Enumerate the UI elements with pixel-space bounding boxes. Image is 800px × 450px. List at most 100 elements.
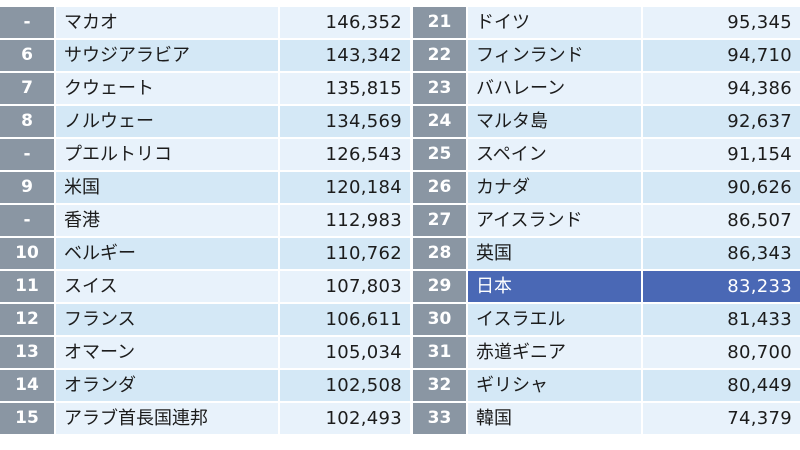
value-cell: 106,611 <box>280 304 410 335</box>
value-cell: 94,386 <box>643 73 800 104</box>
right-entry: 25 スペイン 91,154 <box>413 139 800 170</box>
left-entry: - マカオ 146,352 <box>0 7 410 38</box>
country-name-cell: 米国 <box>56 172 280 203</box>
right-entry: 24 マルタ島 92,637 <box>413 106 800 137</box>
country-name-cell: スペイン <box>468 139 643 170</box>
ranking-table: - マカオ 146,352 21 ドイツ 95,345 6 サウジアラビア 143,342 22 フ… <box>0 7 800 436</box>
rank-cell: 21 <box>413 7 468 38</box>
country-name-cell: マカオ <box>56 7 280 38</box>
left-entry: - 香港 112,983 <box>0 205 410 236</box>
country-name-cell: ギリシャ <box>468 370 643 401</box>
country-name-cell: サウジアラビア <box>56 40 280 71</box>
rank-cell: 23 <box>413 73 468 104</box>
value-cell: 81,433 <box>643 304 800 335</box>
country-name-cell: フィンランド <box>468 40 643 71</box>
value-cell: 102,508 <box>280 370 410 401</box>
left-entry: 15 アラブ首長国連邦 102,493 <box>0 403 410 434</box>
left-entry: 6 サウジアラビア 143,342 <box>0 40 410 71</box>
value-cell: 92,637 <box>643 106 800 137</box>
rank-cell: 33 <box>413 403 468 434</box>
rank-cell: 29 <box>413 271 468 302</box>
table-row: 15 アラブ首長国連邦 102,493 33 韓国 74,379 <box>0 403 800 436</box>
country-name-cell: フランス <box>56 304 280 335</box>
table-top-edge <box>0 0 800 7</box>
value-cell: 135,815 <box>280 73 410 104</box>
value-cell: 102,493 <box>280 403 410 434</box>
left-entry: 7 クウェート 135,815 <box>0 73 410 104</box>
rank-cell: 11 <box>0 271 56 302</box>
country-name-cell: ドイツ <box>468 7 643 38</box>
value-cell: 110,762 <box>280 238 410 269</box>
table-row: 14 オランダ 102,508 32 ギリシャ 80,449 <box>0 370 800 403</box>
value-cell: 146,352 <box>280 7 410 38</box>
value-cell: 134,569 <box>280 106 410 137</box>
value-cell: 143,342 <box>280 40 410 71</box>
value-cell: 94,710 <box>643 40 800 71</box>
rank-cell: 30 <box>413 304 468 335</box>
right-entry: 23 バハレーン 94,386 <box>413 73 800 104</box>
table-row: 13 オマーン 105,034 31 赤道ギニア 80,700 <box>0 337 800 370</box>
right-entry: 28 英国 86,343 <box>413 238 800 269</box>
right-entry: 32 ギリシャ 80,449 <box>413 370 800 401</box>
rank-cell: 12 <box>0 304 56 335</box>
left-entry: - プエルトリコ 126,543 <box>0 139 410 170</box>
value-cell: 74,379 <box>643 403 800 434</box>
right-entry: 22 フィンランド 94,710 <box>413 40 800 71</box>
table-row: 6 サウジアラビア 143,342 22 フィンランド 94,710 <box>0 40 800 73</box>
rank-cell: 26 <box>413 172 468 203</box>
country-name-cell: オマーン <box>56 337 280 368</box>
left-entry: 13 オマーン 105,034 <box>0 337 410 368</box>
country-name-cell: オランダ <box>56 370 280 401</box>
country-name-cell: カナダ <box>468 172 643 203</box>
table-row: 8 ノルウェー 134,569 24 マルタ島 92,637 <box>0 106 800 139</box>
rank-cell: - <box>0 139 56 170</box>
left-entry: 12 フランス 106,611 <box>0 304 410 335</box>
rank-cell: 7 <box>0 73 56 104</box>
left-entry: 14 オランダ 102,508 <box>0 370 410 401</box>
rank-cell: 6 <box>0 40 56 71</box>
country-name-cell: クウェート <box>56 73 280 104</box>
country-name-cell: アラブ首長国連邦 <box>56 403 280 434</box>
value-cell: 120,184 <box>280 172 410 203</box>
table-row: - マカオ 146,352 21 ドイツ 95,345 <box>0 7 800 40</box>
left-entry: 8 ノルウェー 134,569 <box>0 106 410 137</box>
right-entry: 27 アイスランド 86,507 <box>413 205 800 236</box>
rank-cell: 28 <box>413 238 468 269</box>
country-name-cell: アイスランド <box>468 205 643 236</box>
country-name-cell: バハレーン <box>468 73 643 104</box>
country-name-cell: 日本 <box>468 271 643 302</box>
rank-cell: 9 <box>0 172 56 203</box>
country-name-cell: ベルギー <box>56 238 280 269</box>
rank-cell: - <box>0 7 56 38</box>
rank-cell: 24 <box>413 106 468 137</box>
rank-cell: 31 <box>413 337 468 368</box>
right-entry: 21 ドイツ 95,345 <box>413 7 800 38</box>
rank-cell: 32 <box>413 370 468 401</box>
country-name-cell: 韓国 <box>468 403 643 434</box>
country-name-cell: スイス <box>56 271 280 302</box>
table-row: 9 米国 120,184 26 カナダ 90,626 <box>0 172 800 205</box>
left-entry: 10 ベルギー 110,762 <box>0 238 410 269</box>
country-name-cell: イスラエル <box>468 304 643 335</box>
footnote <box>0 441 800 450</box>
value-cell: 86,343 <box>643 238 800 269</box>
rank-cell: 10 <box>0 238 56 269</box>
value-cell: 126,543 <box>280 139 410 170</box>
left-entry: 11 スイス 107,803 <box>0 271 410 302</box>
value-cell: 80,449 <box>643 370 800 401</box>
country-name-cell: 赤道ギニア <box>468 337 643 368</box>
rank-cell: 22 <box>413 40 468 71</box>
right-entry: 33 韓国 74,379 <box>413 403 800 434</box>
rank-cell: 27 <box>413 205 468 236</box>
right-entry: 29 日本 83,233 <box>413 271 800 302</box>
table-row: 11 スイス 107,803 29 日本 83,233 <box>0 271 800 304</box>
value-cell: 83,233 <box>643 271 800 302</box>
rank-cell: 15 <box>0 403 56 434</box>
country-name-cell: プエルトリコ <box>56 139 280 170</box>
value-cell: 112,983 <box>280 205 410 236</box>
table-row: 12 フランス 106,611 30 イスラエル 81,433 <box>0 304 800 337</box>
rank-cell: - <box>0 205 56 236</box>
country-name-cell: 英国 <box>468 238 643 269</box>
rank-cell: 8 <box>0 106 56 137</box>
country-name-cell: 香港 <box>56 205 280 236</box>
